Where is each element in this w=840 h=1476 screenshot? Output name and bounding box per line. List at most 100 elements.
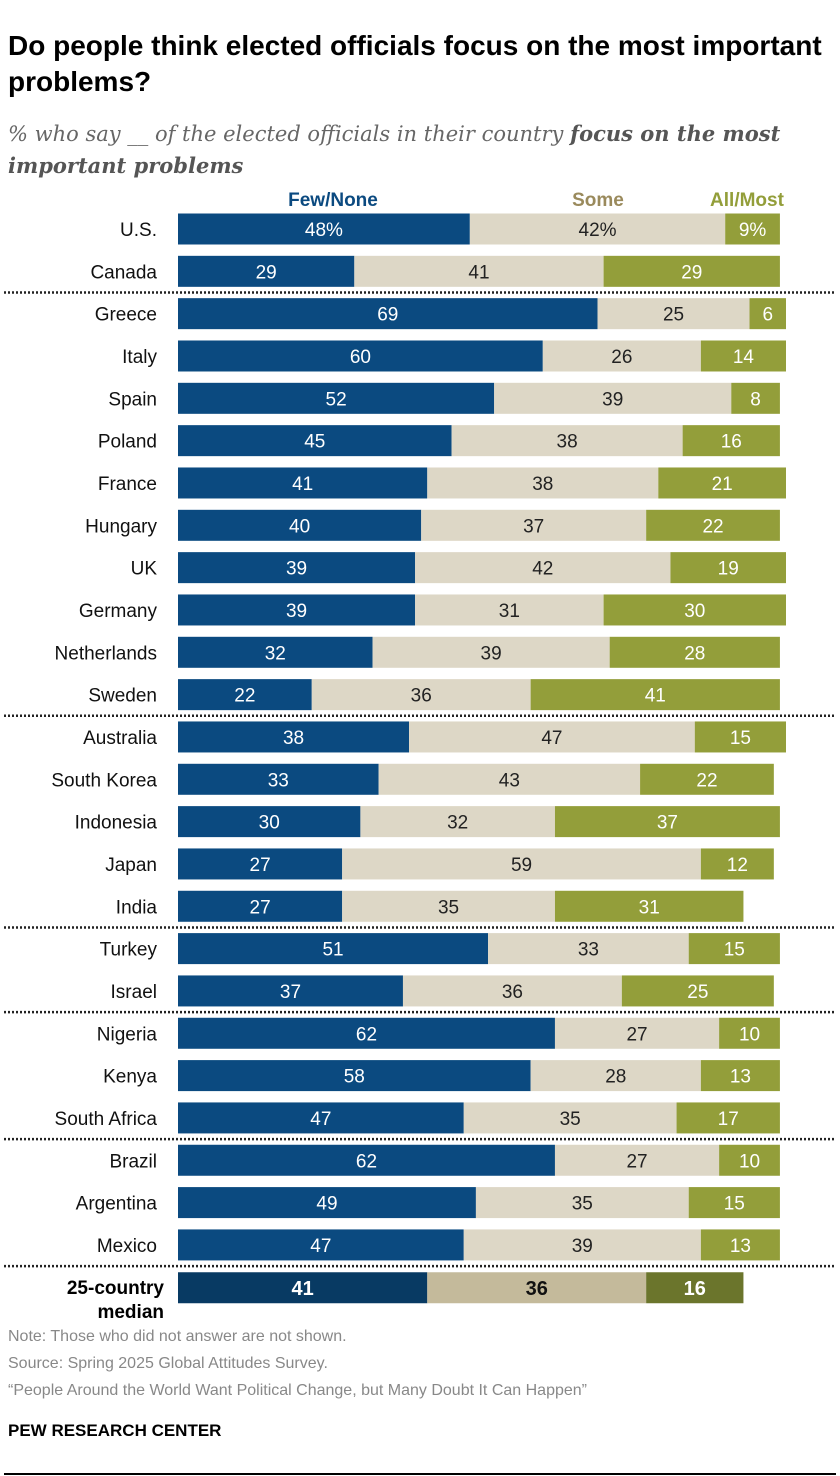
bar-some [360,806,555,838]
data-label: 10 [739,1151,760,1172]
bar-all [609,636,780,668]
data-label: 6 [762,305,773,326]
bar-all [658,467,786,499]
data-label: 13 [730,1236,751,1257]
subtitle-bold: focus on the most important problems [8,121,781,178]
bar-all [688,1187,780,1219]
report-title: “People Around the World Want Political … [8,1382,587,1399]
data-label: 25 [687,982,708,1003]
bar-few [178,425,452,457]
data-label: 22 [696,770,717,791]
country-label: Israel [111,982,157,1003]
data-label: 69 [377,305,398,326]
data-label: 35 [572,1194,593,1215]
bar-all [700,340,786,372]
country-label: Hungary [85,516,157,537]
bar-some [469,213,726,245]
bar-few [178,382,495,414]
bar-few [178,1229,464,1261]
data-label: 9% [739,220,767,241]
bar-some [415,552,671,584]
bar-all [530,679,780,711]
country-label: Kenya [103,1067,157,1088]
bar-all [749,298,786,330]
data-label: 26 [611,347,632,368]
bar-some [475,1187,689,1219]
country-label: Italy [122,347,157,368]
bar-all [646,509,780,541]
bar-some [542,340,701,372]
bar-some [415,594,604,626]
data-label: 15 [724,1194,745,1215]
bar-some [342,890,555,922]
brand-logo-text: PEW RESEARCH CENTER [8,1421,222,1440]
data-label: 10 [739,1024,760,1045]
bar-few [178,806,361,838]
bar-all [621,975,774,1007]
source: Source: Spring 2025 Global Attitudes Sur… [8,1355,328,1372]
data-label: 47 [541,728,562,749]
bar-some [427,467,659,499]
country-label: India [116,897,158,918]
data-label: 45 [304,432,325,453]
data-label: 22 [234,686,255,707]
country-label: Turkey [100,940,158,961]
data-label: 27 [250,855,271,876]
data-label: 28 [605,1067,626,1088]
data-label: 39 [602,389,623,410]
data-label: 33 [578,940,599,961]
data-label: 21 [712,474,733,495]
data-label: 31 [499,601,520,622]
bar-few [178,1102,464,1134]
bar-some [409,721,695,753]
median-label-line1: 25-country [67,1278,165,1299]
bar-some [554,1144,720,1176]
data-label: 59 [511,855,532,876]
country-label: U.S. [120,220,157,241]
subtitle-text: % who say __ of the elected officials in… [8,122,571,146]
data-label: 16 [721,432,742,453]
bar-few [178,340,543,372]
bar-some [554,1017,720,1049]
bar-all [719,1144,780,1176]
data-label: 14 [733,347,755,368]
data-label: 49 [316,1194,337,1215]
data-label: 40 [289,516,310,537]
data-label: 15 [724,940,745,961]
bar-few [178,636,373,668]
data-label: 15 [730,728,751,749]
median-data-label: 36 [526,1278,548,1300]
data-label: 36 [502,982,523,1003]
data-label: 43 [499,770,520,791]
bar-some [402,975,622,1007]
data-label: 39 [286,601,307,622]
bar-few [178,255,355,287]
bar-all [725,213,780,245]
data-label: 27 [626,1024,647,1045]
data-label: 62 [356,1024,377,1045]
bar-all [670,552,786,584]
bar-few [178,975,403,1007]
data-label: 38 [557,432,578,453]
bar-all [554,890,744,922]
bar-few [178,1060,531,1092]
bar-all [603,594,786,626]
country-label: South Africa [55,1109,158,1130]
data-label: 47 [310,1109,331,1130]
data-label: 12 [727,855,748,876]
data-label: 42 [532,559,553,580]
bar-all [603,255,780,287]
bar-all [688,933,780,965]
data-label: 39 [286,559,307,580]
data-label: 37 [523,516,544,537]
bar-some [372,636,610,668]
data-label: 51 [322,940,343,961]
country-label: Canada [90,262,157,283]
note: Note: Those who did not answer are not s… [8,1328,347,1345]
data-label: 41 [292,474,313,495]
data-label: 38 [532,474,553,495]
data-label: 39 [481,643,502,664]
bar-some [451,425,683,457]
data-label: 35 [560,1109,581,1130]
bar-all [700,1229,780,1261]
